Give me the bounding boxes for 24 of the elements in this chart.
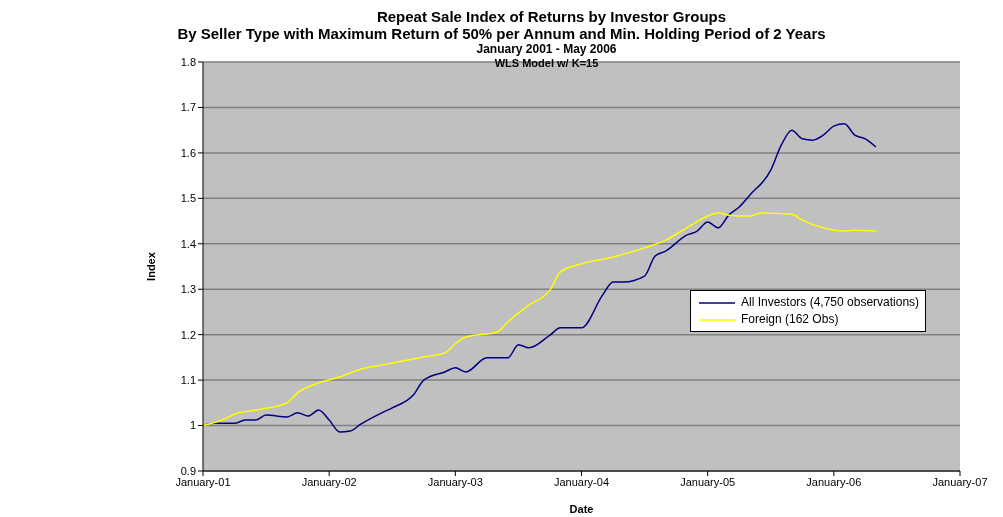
y-tick-label: 1.5 <box>180 192 196 205</box>
y-tick-label: 1.7 <box>180 101 196 114</box>
legend-label: Foreign (162 Obs) <box>741 311 839 328</box>
x-tick-label: January-07 <box>932 475 988 488</box>
y-tick-label: 1.2 <box>180 328 196 341</box>
x-axis-title: Date <box>569 503 594 515</box>
x-tick-label: January-05 <box>680 475 736 488</box>
y-tick-label: 1.3 <box>180 283 196 296</box>
x-tick-label: January-04 <box>553 475 610 488</box>
chart-title: Repeat Sale Index of Returns by Investor Groups By Seller Type with Maximum Return of 50% per Annum and Min. Holding Period of 2 Years <box>176 8 827 42</box>
x-tick-label: January-01 <box>175 475 231 488</box>
legend-label: All Investors (4,750 observations) <box>741 294 920 311</box>
x-tick-label: January-03 <box>427 475 483 488</box>
annotation: WLS Model w/ K=15 <box>494 57 599 69</box>
y-tick-label: 1.6 <box>180 146 196 159</box>
y-tick-label: 1.1 <box>180 374 196 387</box>
y-axis-title: Index <box>144 251 157 281</box>
y-tick-label: 0.9 <box>180 464 196 477</box>
chart-subtitle: January 2001 - May 2006 <box>475 42 618 57</box>
x-tick-label: January-06 <box>806 475 862 488</box>
y-tick-label: 1.8 <box>180 55 196 68</box>
y-tick-label: 1.4 <box>180 237 196 250</box>
y-tick-label: 1 <box>189 419 196 432</box>
x-tick-label: January-02 <box>301 475 357 488</box>
